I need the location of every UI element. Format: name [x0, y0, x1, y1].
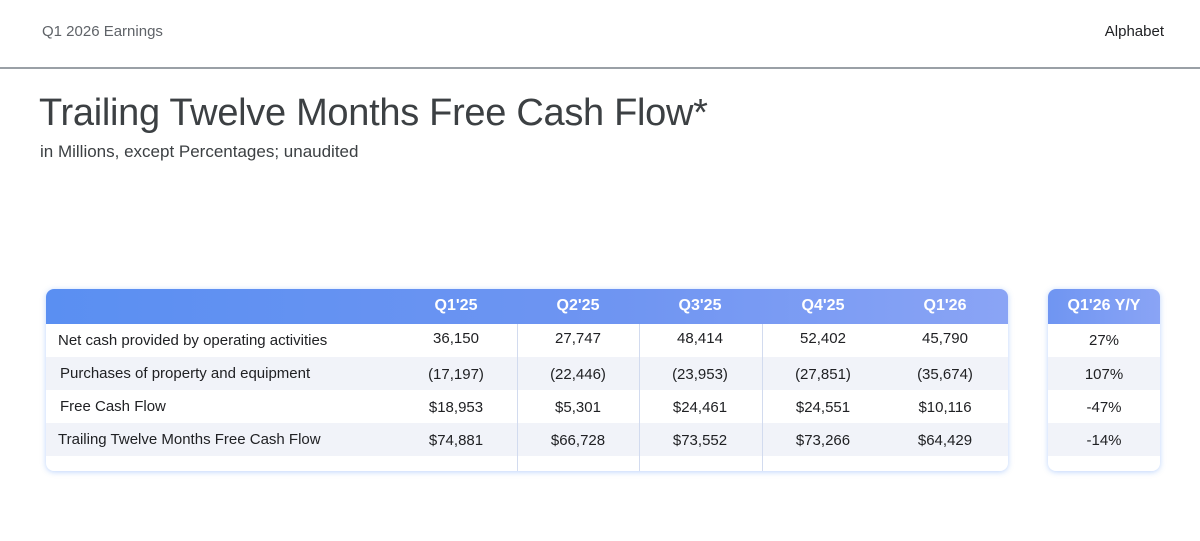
- table-cell: (17,197): [428, 366, 484, 383]
- table-cell: (23,953): [672, 366, 728, 383]
- column-header: Q4'25: [801, 297, 845, 314]
- brand-logo: Alphabet: [1104, 23, 1164, 40]
- table-row: [46, 423, 1008, 456]
- table-row: [1048, 357, 1160, 390]
- header-bar: Q1 2026 Earnings Alphabet: [0, 0, 1200, 69]
- table-cell: 27,747: [555, 330, 601, 347]
- yoy-cell: 107%: [1084, 366, 1124, 383]
- table-cell: $66,728: [550, 432, 606, 449]
- yoy-cell: -14%: [1086, 432, 1122, 449]
- column-divider: [639, 324, 640, 471]
- column-divider: [517, 324, 518, 471]
- cash-flow-table: Q1'25 Q2'25 Q3'25 Q4'25 Q1'26 Net cash p…: [46, 289, 1008, 471]
- table-cell: $18,953: [428, 399, 484, 416]
- table-cell: 48,414: [677, 330, 723, 347]
- yoy-table: Q1'26 Y/Y 27% 107% -47% -14%: [1048, 289, 1160, 471]
- page-title: Trailing Twelve Months Free Cash Flow*: [39, 92, 708, 134]
- column-header: Q2'25: [556, 297, 600, 314]
- row-label: Trailing Twelve Months Free Cash Flow: [58, 431, 321, 448]
- table-cell: $73,552: [672, 432, 728, 449]
- table-cell: $74,881: [428, 432, 484, 449]
- table-row: [1048, 423, 1160, 456]
- table-cell: $24,461: [672, 399, 728, 416]
- table-cell: $73,266: [795, 432, 851, 449]
- table-cell: $10,116: [918, 399, 972, 416]
- report-label: Q1 2026 Earnings: [42, 23, 163, 40]
- column-header: Q3'25: [678, 297, 722, 314]
- page-subtitle: in Millions, except Percentages; unaudit…: [40, 142, 359, 161]
- row-label: Net cash provided by operating activitie…: [58, 332, 328, 349]
- column-divider: [762, 324, 763, 471]
- table-cell: (35,674): [917, 366, 973, 383]
- table-cell: $64,429: [917, 432, 973, 449]
- table-cell: 52,402: [800, 330, 846, 347]
- table-cell: $5,301: [555, 399, 601, 416]
- row-label: Purchases of property and equipment: [60, 365, 311, 382]
- row-label: Free Cash Flow: [60, 398, 166, 415]
- table-cell: (22,446): [550, 366, 606, 383]
- table-row: [46, 357, 1008, 390]
- yoy-cell: 27%: [1088, 332, 1120, 349]
- table-cell: 45,790: [922, 330, 968, 347]
- yoy-header-label: Q1'26 Y/Y: [1067, 297, 1141, 314]
- table-cell: (27,851): [795, 366, 851, 383]
- table-header: Q1'25 Q2'25 Q3'25 Q4'25 Q1'26: [46, 289, 1008, 324]
- column-header: Q1'25: [434, 297, 478, 314]
- yoy-cell: -47%: [1086, 399, 1122, 416]
- column-header: Q1'26: [923, 297, 967, 314]
- yoy-header: Q1'26 Y/Y: [1048, 289, 1160, 324]
- table-cell: $24,551: [795, 399, 851, 416]
- table-cell: 36,150: [433, 330, 479, 347]
